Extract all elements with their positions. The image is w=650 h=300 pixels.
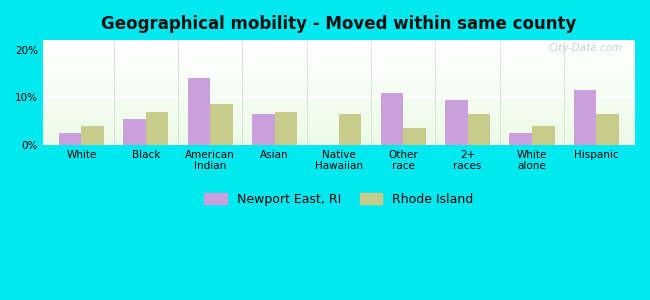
Bar bbox=[43, 73, 635, 75]
Bar bbox=[43, 40, 635, 42]
Bar bbox=[43, 94, 635, 96]
Bar bbox=[43, 45, 635, 47]
Bar bbox=[43, 96, 635, 98]
Bar bbox=[43, 63, 635, 64]
Bar bbox=[59, 133, 81, 145]
Bar bbox=[574, 90, 597, 145]
Bar bbox=[43, 56, 635, 58]
Bar bbox=[43, 105, 635, 106]
Bar bbox=[43, 113, 635, 115]
Bar bbox=[43, 85, 635, 87]
Bar bbox=[43, 84, 635, 85]
Bar bbox=[43, 119, 635, 120]
Bar bbox=[43, 138, 635, 140]
Bar bbox=[43, 128, 635, 129]
Bar bbox=[43, 82, 635, 84]
Bar bbox=[43, 101, 635, 103]
Bar bbox=[43, 110, 635, 112]
Bar bbox=[124, 119, 146, 145]
Bar bbox=[467, 114, 490, 145]
Bar bbox=[43, 47, 635, 49]
Bar bbox=[43, 122, 635, 124]
Bar bbox=[532, 126, 554, 145]
Bar bbox=[43, 120, 635, 122]
Text: City-Data.com: City-Data.com bbox=[549, 43, 623, 53]
Bar bbox=[43, 103, 635, 105]
Bar bbox=[381, 92, 403, 145]
Bar bbox=[146, 112, 168, 145]
Bar bbox=[43, 131, 635, 133]
Bar bbox=[43, 133, 635, 134]
Bar bbox=[252, 114, 274, 145]
Bar bbox=[43, 87, 635, 89]
Bar bbox=[43, 71, 635, 73]
Bar bbox=[597, 114, 619, 145]
Bar bbox=[43, 89, 635, 91]
Bar bbox=[43, 134, 635, 136]
Bar bbox=[43, 140, 635, 141]
Bar bbox=[43, 126, 635, 127]
Bar bbox=[43, 75, 635, 77]
Bar bbox=[43, 124, 635, 126]
Bar bbox=[43, 143, 635, 145]
Bar bbox=[188, 78, 210, 145]
Title: Geographical mobility - Moved within same county: Geographical mobility - Moved within sam… bbox=[101, 15, 577, 33]
Bar bbox=[43, 70, 635, 71]
Bar bbox=[43, 91, 635, 92]
Bar bbox=[339, 114, 361, 145]
Bar bbox=[43, 80, 635, 82]
Bar bbox=[43, 100, 635, 101]
Bar bbox=[43, 49, 635, 51]
Bar bbox=[81, 126, 104, 145]
Bar bbox=[43, 44, 635, 45]
Bar bbox=[43, 54, 635, 56]
Bar bbox=[43, 68, 635, 70]
Bar bbox=[43, 106, 635, 108]
Bar bbox=[43, 136, 635, 138]
Bar bbox=[43, 66, 635, 68]
Bar bbox=[43, 117, 635, 119]
Bar bbox=[43, 58, 635, 59]
Bar bbox=[43, 51, 635, 52]
Bar bbox=[43, 141, 635, 143]
Bar bbox=[43, 92, 635, 94]
Bar bbox=[43, 112, 635, 113]
Bar bbox=[43, 64, 635, 66]
Bar bbox=[43, 42, 635, 44]
Bar bbox=[43, 115, 635, 117]
Legend: Newport East, RI, Rhode Island: Newport East, RI, Rhode Island bbox=[200, 188, 478, 211]
Bar bbox=[43, 108, 635, 110]
Bar bbox=[43, 98, 635, 100]
Bar bbox=[43, 129, 635, 131]
Bar bbox=[43, 61, 635, 63]
Bar bbox=[445, 100, 467, 145]
Bar bbox=[403, 128, 426, 145]
Bar bbox=[274, 112, 297, 145]
Bar bbox=[210, 104, 233, 145]
Bar bbox=[510, 133, 532, 145]
Bar bbox=[43, 79, 635, 80]
Bar bbox=[43, 59, 635, 61]
Bar bbox=[43, 52, 635, 54]
Bar bbox=[43, 77, 635, 79]
